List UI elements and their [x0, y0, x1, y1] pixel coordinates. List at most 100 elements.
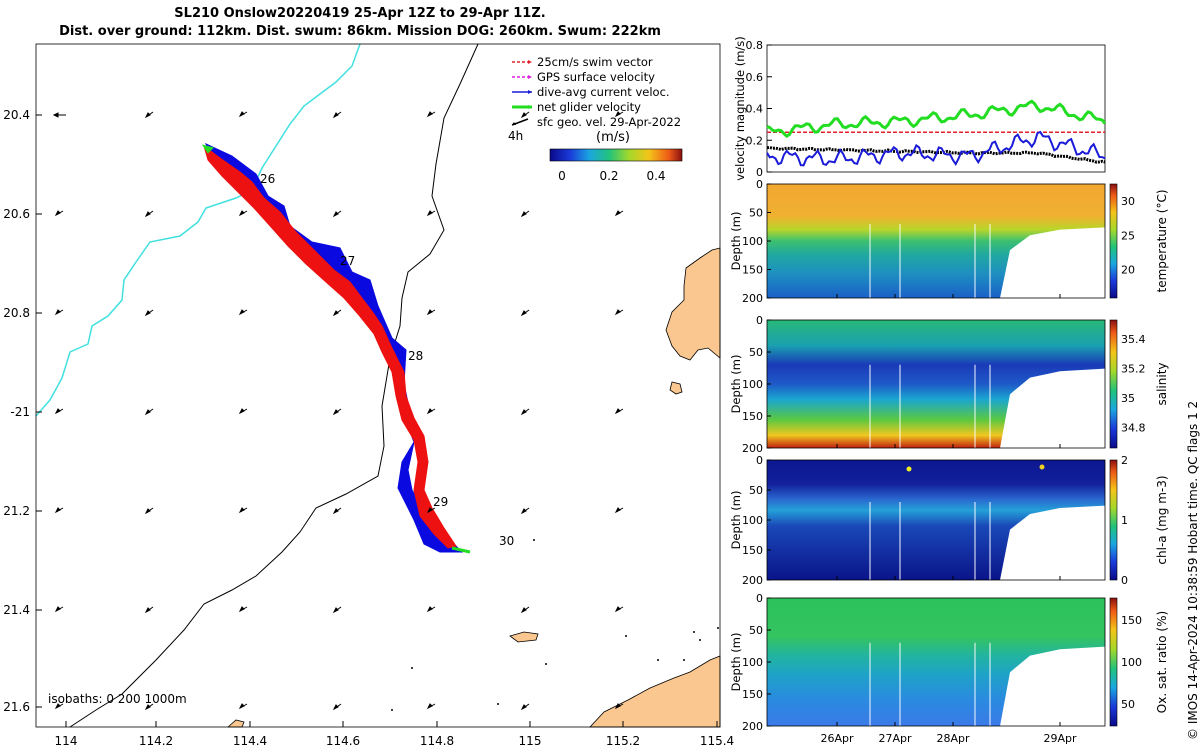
colorbar-tick-label: 150 — [1121, 614, 1142, 627]
colorbar-title: (m/s) — [596, 130, 630, 145]
section-panel: 0 50 100 150 200 Depth (m) 20 25 30 temperature (… — [729, 178, 1169, 305]
sfc-vel-arrow — [54, 408, 64, 415]
map-ytick-label: 21.2 — [3, 504, 30, 518]
track-green-start — [201, 144, 214, 154]
map-legend-item: net glider velocity — [512, 100, 641, 114]
map-legend-label: 25cm/s swim vector — [537, 55, 653, 69]
sfc-vel-arrow — [520, 111, 530, 119]
sfc-vel-arrow — [332, 111, 342, 119]
colorbar-tick-label: 35.2 — [1121, 363, 1146, 376]
section-colorbar — [1109, 459, 1118, 581]
map-xtick-label: 114.4 — [233, 734, 267, 748]
velocity-ytick-label: 0 — [756, 166, 763, 179]
velocity-ytick-label: 0.8 — [746, 39, 764, 52]
seabed-mask — [1000, 227, 1105, 298]
sfc-vel-arrow — [54, 210, 64, 217]
map-ytick-label: 21.4 — [3, 603, 30, 617]
section-ytick-label: 150 — [742, 688, 763, 701]
section-colorbar-label: salinity — [1155, 362, 1169, 405]
colorbar-tick-label: 25 — [1121, 229, 1135, 242]
sfc-vel-arrow — [144, 111, 154, 119]
sfc-vel-arrow — [332, 408, 342, 416]
speed-colorbar — [549, 148, 683, 162]
map-xtick-label: 114.6 — [326, 734, 360, 748]
section-ytick-label: 150 — [742, 410, 763, 423]
colorbar-tick-label: 35 — [1121, 392, 1135, 405]
coastline-cyan — [35, 43, 361, 417]
map-ytick-label: 20.6 — [3, 207, 30, 221]
section-ytick-label: 100 — [742, 656, 763, 669]
track-red-swim — [203, 144, 457, 549]
sfc-vel-arrow — [614, 606, 624, 613]
section-ytick-label: 100 — [742, 235, 763, 248]
section-colorbar — [1109, 319, 1118, 449]
section-colorbar-label: chl-a (mg m-3) — [1155, 475, 1169, 564]
section-ytick-label: 200 — [742, 442, 763, 455]
section-colorbar — [1109, 183, 1118, 299]
section-ytick-label: 0 — [756, 454, 763, 467]
colorbar-tick-label: 30 — [1121, 195, 1135, 208]
sfc-vel-arrow — [238, 210, 248, 217]
sfc-vel-arrow — [238, 408, 248, 415]
map-y-axis: 20.4 20.6 20.8 -21 21.2 21.4 21.6 — [3, 108, 42, 714]
sfc-vel-arrow — [426, 111, 436, 118]
land-island-small — [669, 381, 683, 395]
sfc-vel-arrow — [52, 112, 66, 118]
section-xtick-label: 27Apr — [878, 732, 912, 745]
colorbar-tick-label: 50 — [1121, 698, 1135, 711]
section-xtick-label: 26Apr — [820, 732, 854, 745]
sfc-vel-arrow — [332, 210, 342, 218]
colorbar-tick-label: 100 — [1121, 656, 1142, 669]
sfc-vel-arrow — [54, 507, 64, 514]
section-ytick-label: 0 — [756, 592, 763, 605]
sfc-vel-arrow — [54, 703, 64, 710]
sfc-vel-arrow — [144, 309, 154, 317]
velocity-ytick-label: 0.6 — [746, 71, 764, 84]
map-xtick-label: 115.2 — [606, 734, 640, 748]
chart-title-line1: SL210 Onslow20220419 25-Apr 12Z to 29-Ap… — [174, 6, 546, 21]
sfc-vel-arrow — [426, 309, 436, 316]
sfc-vel-arrow — [520, 309, 530, 317]
dot-markers — [391, 539, 719, 711]
map-panel: 26 27 28 29 30 20.4 20.6 20.8 -21 21.2 21.4 21… — [3, 43, 734, 748]
sfc-vel-arrow — [54, 606, 64, 613]
isobath-200m — [69, 43, 479, 728]
map-legend-item: sfc geo. vel. 29-Apr-2022 — [511, 115, 681, 129]
sfc-vel-arrow — [614, 111, 624, 118]
sfc-vel-arrow — [332, 606, 342, 614]
seabed-mask — [1000, 646, 1105, 726]
sfc-vel-arrow — [238, 703, 248, 710]
scale-label: 4h — [508, 129, 523, 143]
track-green-end — [451, 546, 471, 554]
velocity-ytick-label: 0.2 — [746, 134, 764, 147]
map-ytick-label: 21.6 — [3, 700, 30, 714]
isobaths-label: isobaths: 0 200 1000m — [48, 692, 187, 706]
map-x-axis: 114 114.2 114.4 114.6 114.8 115 115.2 115.4 — [55, 721, 734, 748]
map-ytick-label: 20.8 — [3, 306, 30, 320]
map-legend-item: 25cm/s swim vector — [512, 55, 653, 69]
sfc-vel-arrow — [238, 606, 248, 613]
sfc-vel-arrow — [614, 309, 624, 316]
sfc-vel-arrow — [520, 507, 530, 515]
chart-title-line2: Dist. over ground: 112km. Dist. swum: 86… — [59, 24, 661, 39]
seabed-mask — [1000, 368, 1105, 448]
sfc-vel-arrow — [144, 606, 154, 614]
sfc-vel-arrow — [332, 703, 342, 711]
sfc-geo-vel-arrows — [52, 111, 624, 711]
map-legend-item: GPS surface velocity — [512, 70, 655, 84]
land-island-mid — [509, 631, 539, 643]
sfc-vel-arrow — [54, 309, 64, 316]
section-ytick-label: 100 — [742, 514, 763, 527]
chl-spot — [906, 466, 912, 472]
colorbar-tick-1: 0.2 — [599, 169, 618, 183]
sfc-vel-arrow — [426, 408, 436, 415]
map-xtick-label: 115.4 — [700, 734, 734, 748]
map-legend-label: GPS surface velocity — [537, 70, 655, 84]
sfc-vel-arrow — [332, 309, 342, 317]
section-ylabel: Depth (m) — [729, 355, 743, 414]
velocity-ytick-label: 0.4 — [746, 103, 764, 116]
map-legend-label: net glider velocity — [537, 100, 641, 114]
map-ytick-label: -21 — [10, 405, 30, 419]
